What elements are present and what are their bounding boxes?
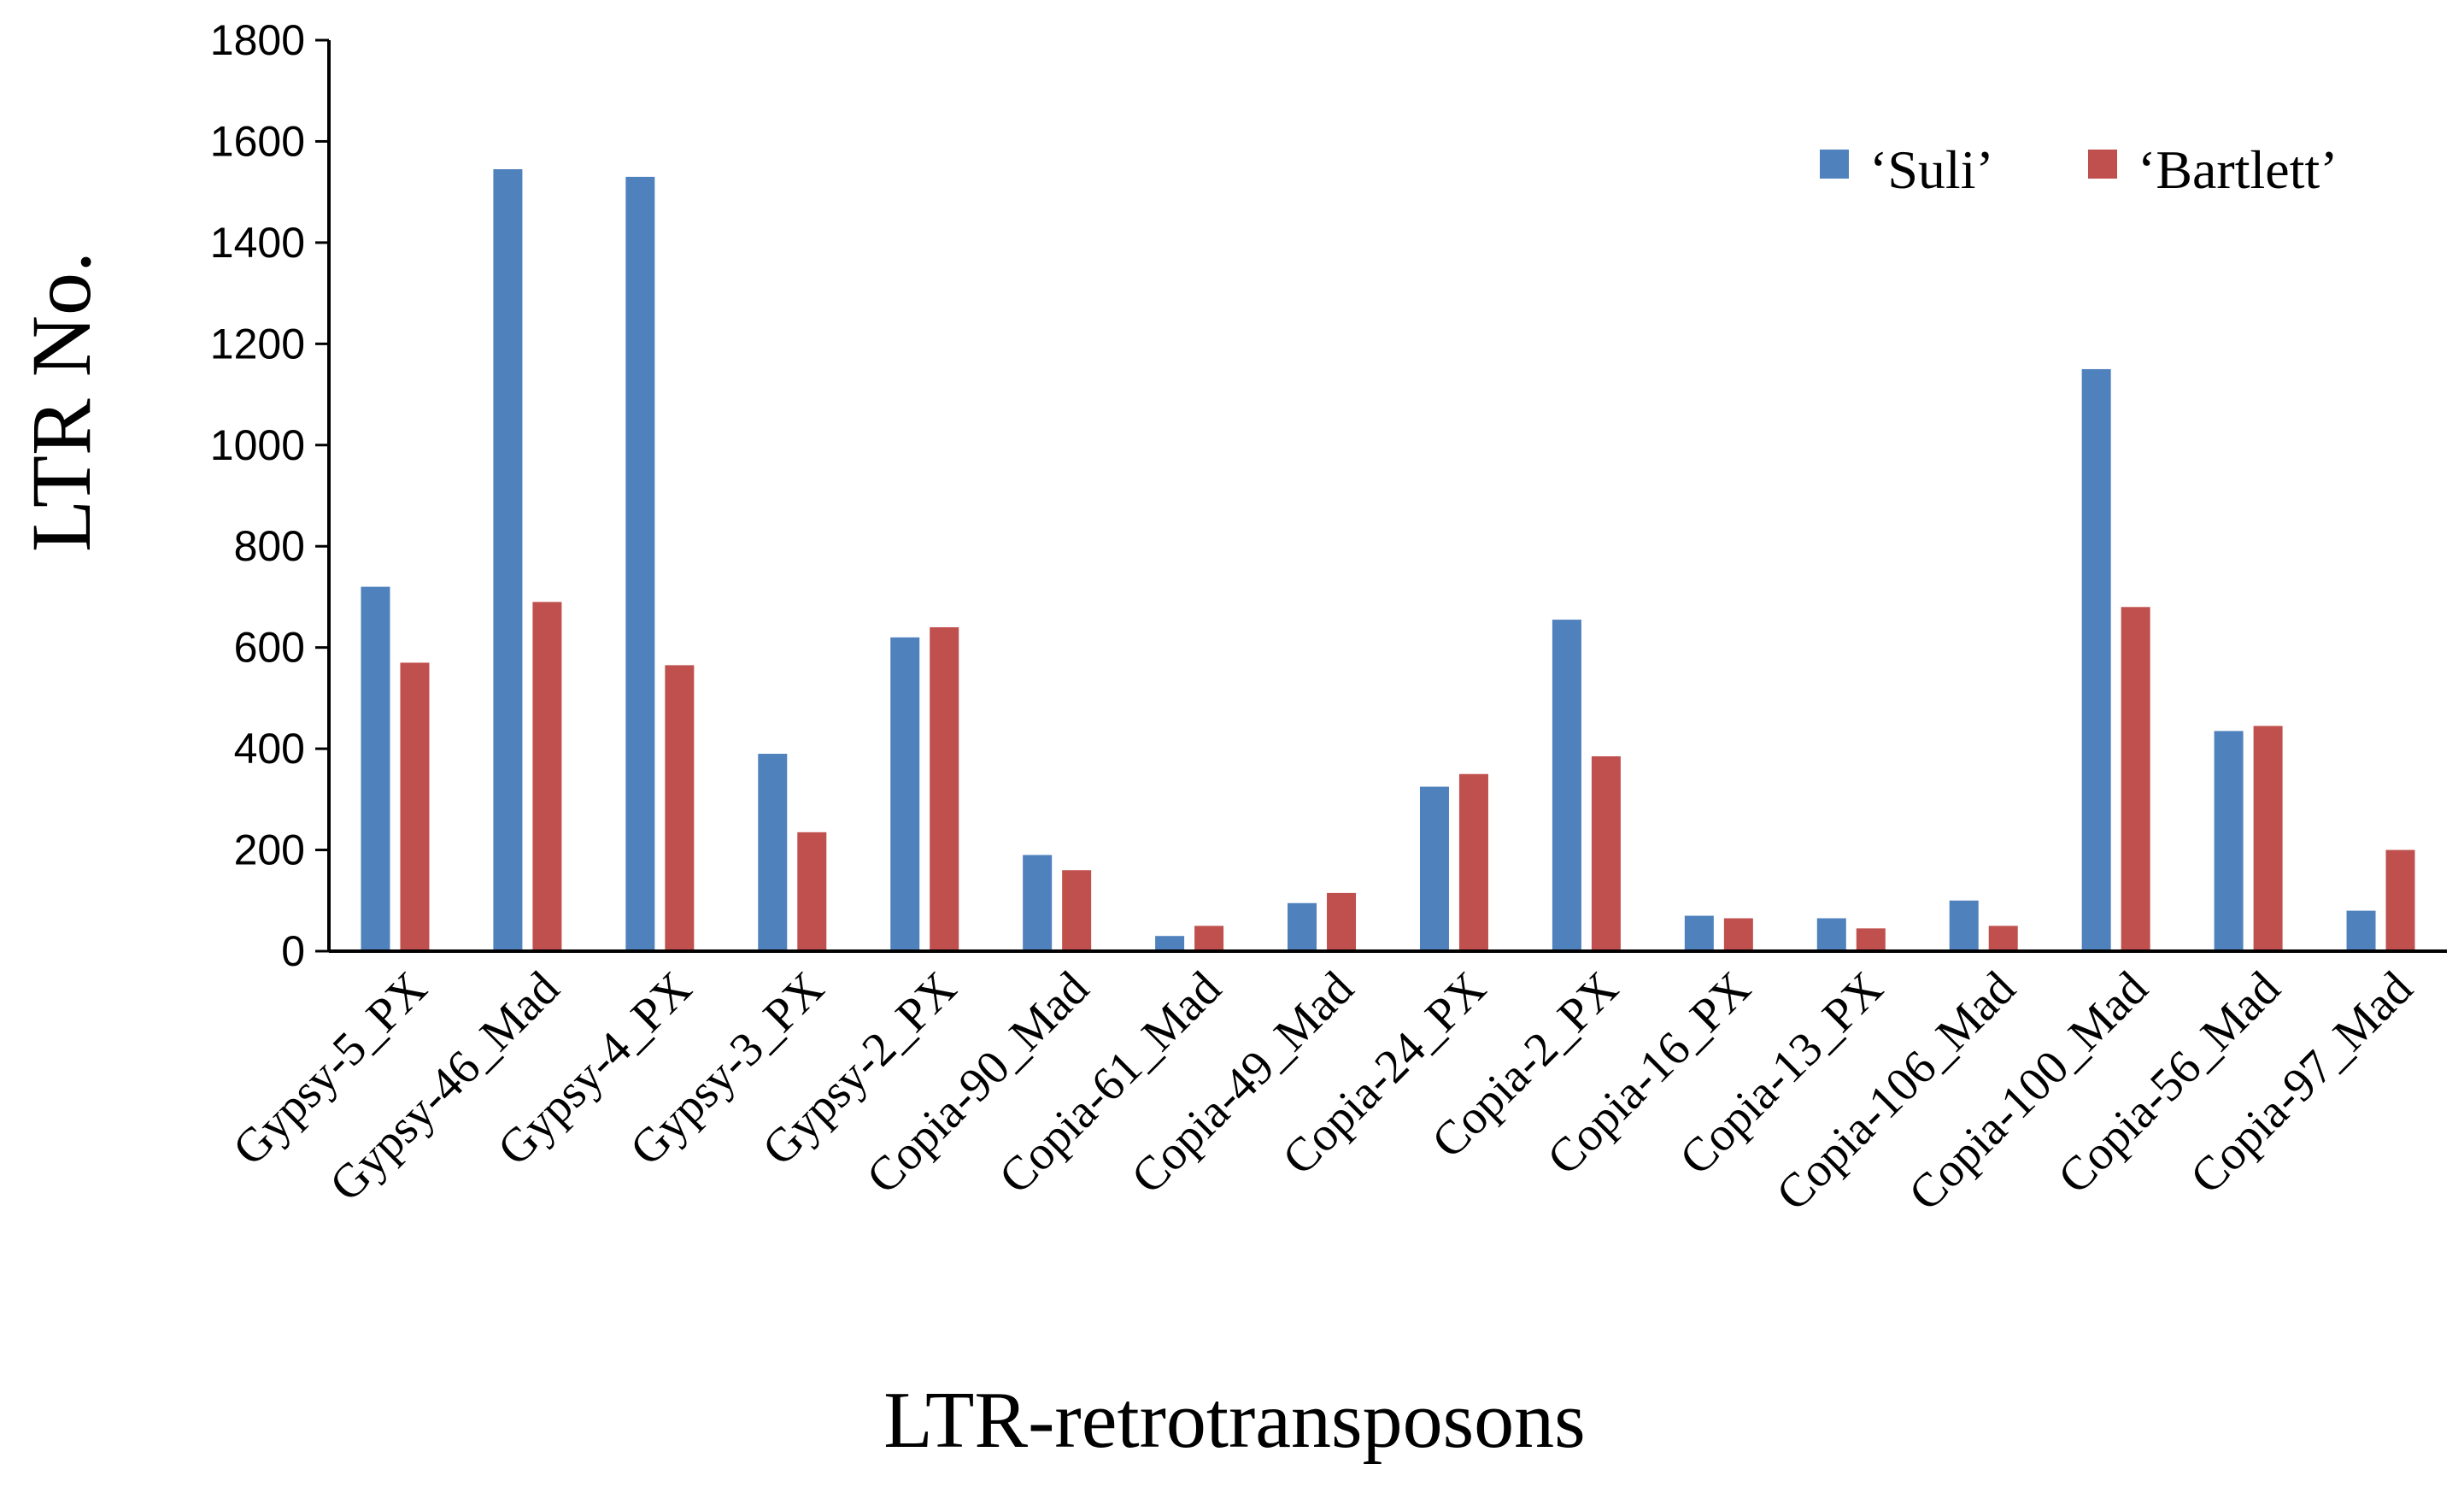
y-axis-title: LTR No. <box>14 251 109 552</box>
bar-suli-copia-56-mad <box>2214 731 2244 951</box>
y-tick-label: 1600 <box>210 117 305 165</box>
bar-bartlett-gypsy-46-mad <box>532 602 562 951</box>
bar-bartlett-copia-90-mad <box>1062 870 1092 951</box>
bar-bartlett-copia-2-px <box>1591 755 1621 951</box>
bar-bartlett-copia-106-mad <box>1988 926 2018 951</box>
bar-suli-copia-49-mad <box>1288 902 1317 951</box>
bar-suli-copia-2-px <box>1552 620 1581 951</box>
y-tick-label: 200 <box>234 826 305 874</box>
bar-bartlett-copia-100-mad <box>2121 607 2150 951</box>
bar-bartlett-gypsy-3-px <box>797 832 827 951</box>
bar-bartlett-copia-56-mad <box>2253 726 2283 951</box>
legend-swatch-bartlett <box>2088 150 2117 179</box>
bar-suli-copia-90-mad <box>1023 855 1053 951</box>
y-ticks-group: 0 200 400 600 800 1000 1200 1400 1600 1800 <box>210 16 329 975</box>
bar-bartlett-copia-24-px <box>1458 773 1488 951</box>
y-tick-label: 600 <box>234 624 305 672</box>
legend: ‘Suli’ ‘Bartlett’ <box>1820 139 2338 200</box>
bar-bartlett-gypsy-4-px <box>665 665 695 951</box>
legend-label-suli: ‘Suli’ <box>1869 139 1994 200</box>
bar-suli-copia-16-px <box>1684 915 1714 951</box>
y-tick-label: 1200 <box>210 320 305 367</box>
y-tick-label: 1800 <box>210 16 305 64</box>
y-tick-label: 800 <box>234 522 305 570</box>
bar-suli-gypsy-5-px <box>361 586 390 951</box>
x-axis-title: LTR-retrotransposons <box>883 1376 1586 1465</box>
bar-bartlett-copia-97-mad <box>2385 849 2415 951</box>
bar-suli-copia-13-px <box>1816 918 1846 951</box>
bar-bartlett-copia-49-mad <box>1327 892 1357 951</box>
bar-suli-gypsy-46-mad <box>493 169 523 951</box>
legend-swatch-suli <box>1820 150 1849 179</box>
bar-suli-gypsy-3-px <box>758 754 788 951</box>
y-tick-label: 0 <box>281 927 305 975</box>
bar-suli-copia-106-mad <box>1949 900 1979 951</box>
bar-bartlett-copia-16-px <box>1723 918 1753 951</box>
bar-suli-gypsy-2-px <box>890 637 920 951</box>
y-tick-label: 1400 <box>210 219 305 267</box>
y-tick-label: 1000 <box>210 421 305 469</box>
bars-group <box>361 169 2415 951</box>
legend-label-bartlett: ‘Bartlett’ <box>2138 139 2338 200</box>
y-tick-label: 400 <box>234 725 305 773</box>
bar-suli-copia-24-px <box>1419 786 1449 951</box>
bar-bartlett-gypsy-5-px <box>400 662 430 951</box>
bar-bartlett-copia-61-mad <box>1194 926 1224 951</box>
bar-bartlett-gypsy-2-px <box>930 626 959 951</box>
bar-suli-copia-61-mad <box>1155 936 1185 951</box>
bar-suli-copia-97-mad <box>2346 910 2376 951</box>
bar-suli-copia-100-mad <box>2081 368 2111 951</box>
bar-bartlett-copia-13-px <box>1856 928 1886 951</box>
bar-suli-gypsy-4-px <box>625 176 655 951</box>
